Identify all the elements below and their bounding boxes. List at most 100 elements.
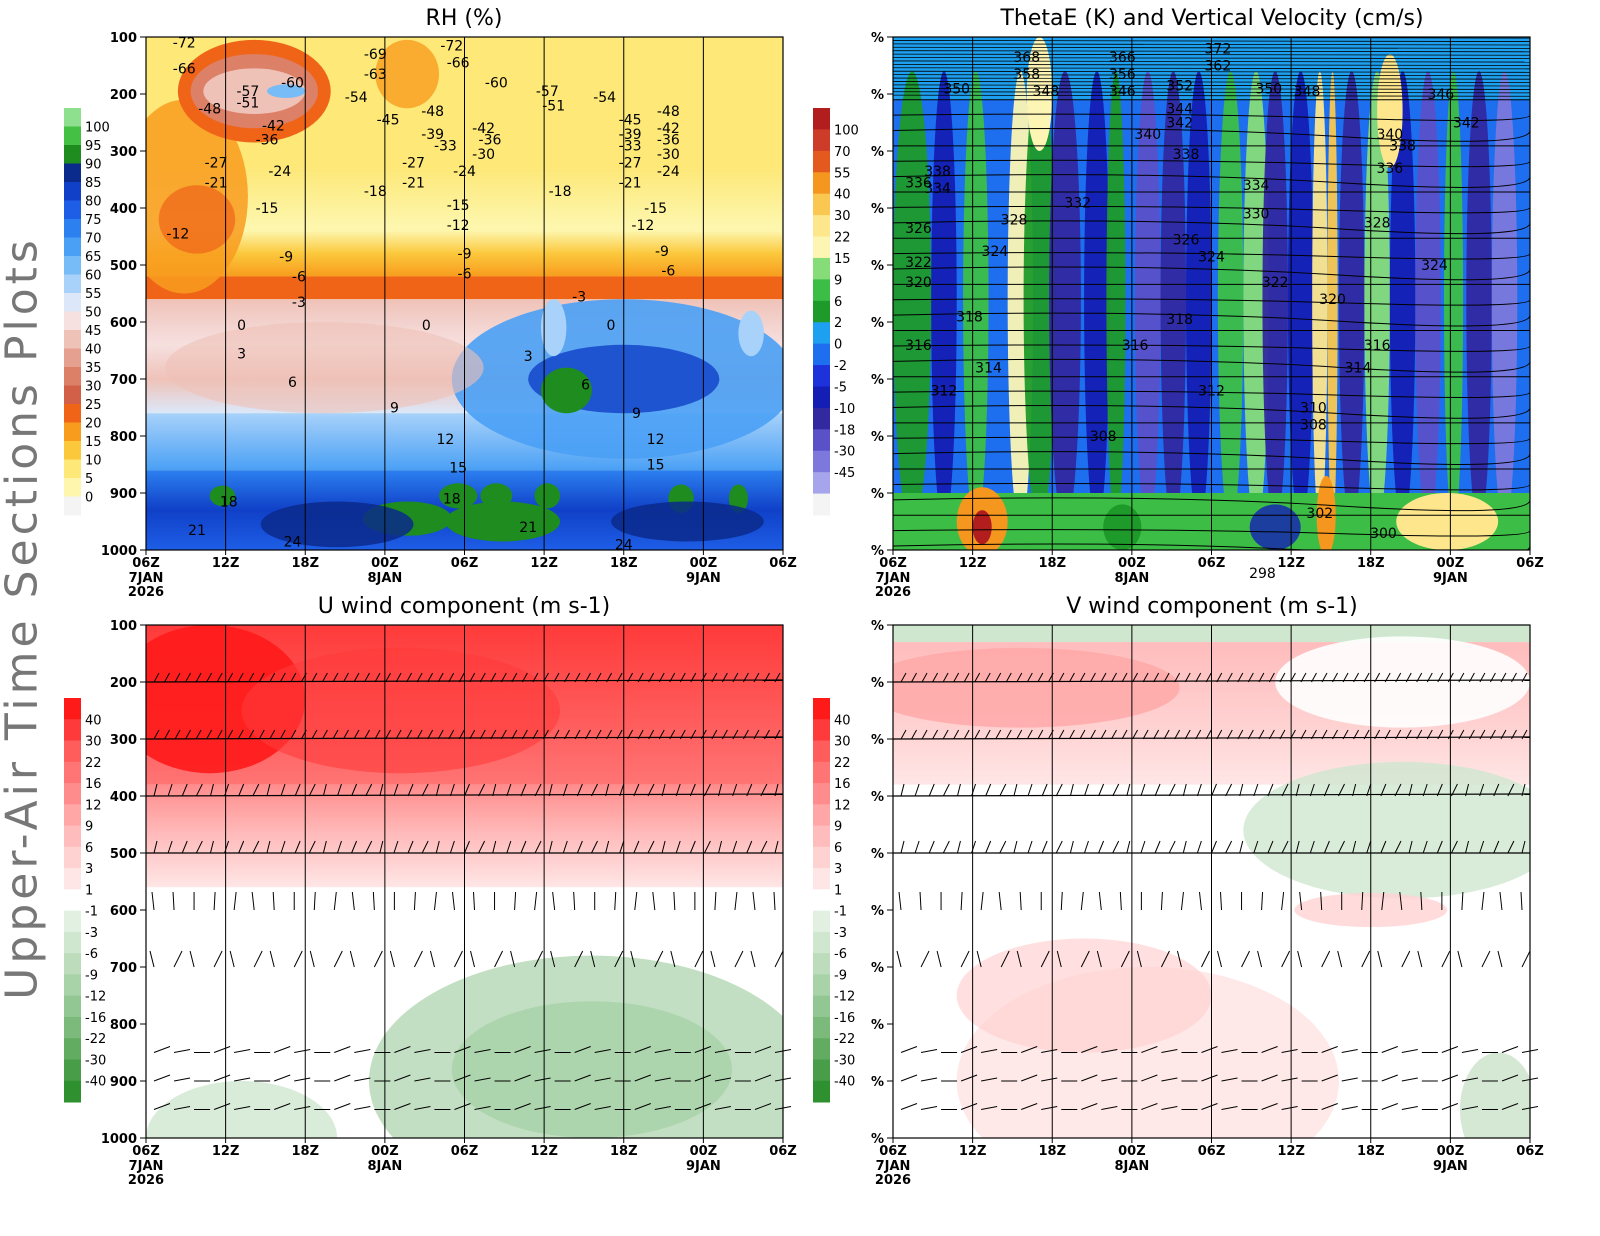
wind-barb bbox=[1258, 729, 1265, 740]
wind-barb bbox=[932, 729, 939, 740]
colorbar-label: 75 bbox=[85, 213, 102, 228]
x-date-label: 2026 bbox=[128, 585, 164, 600]
contour-label: 320 bbox=[905, 275, 932, 291]
wind-barb bbox=[734, 950, 744, 968]
contour-label: 330 bbox=[1243, 207, 1270, 223]
contour-label: 340 bbox=[1376, 127, 1403, 143]
wind-barb bbox=[594, 1049, 611, 1053]
wind-barb bbox=[1281, 1077, 1298, 1082]
wind-barb bbox=[995, 672, 1002, 683]
x-tick-label: 06Z bbox=[1516, 556, 1544, 571]
wind-barb bbox=[514, 1074, 531, 1082]
te-red-core bbox=[972, 510, 992, 545]
wind-barb bbox=[413, 891, 416, 911]
wind-barb bbox=[654, 1049, 671, 1053]
y-tick-label: 800 bbox=[110, 1018, 137, 1033]
colorbar-swatch bbox=[64, 698, 81, 720]
wind-barb bbox=[1081, 1074, 1098, 1082]
wind-barb bbox=[774, 672, 781, 683]
wind-barb bbox=[153, 840, 158, 854]
wind-barb bbox=[764, 672, 770, 683]
wind-barb bbox=[164, 729, 170, 740]
wind-barb bbox=[1479, 672, 1486, 683]
rh-red-tongue bbox=[158, 185, 236, 254]
contour-label: -51 bbox=[542, 98, 565, 114]
wind-barb bbox=[1090, 672, 1096, 683]
contour-label: 366 bbox=[1109, 50, 1136, 66]
wind-barb bbox=[437, 672, 444, 683]
wind-barb bbox=[272, 891, 275, 911]
wind-barb bbox=[1395, 729, 1402, 740]
wind-barb bbox=[374, 729, 381, 740]
contour-label: 0 bbox=[422, 318, 431, 334]
wind-barb bbox=[1096, 950, 1102, 968]
wind-barb bbox=[999, 783, 1007, 797]
wind-barb bbox=[1027, 840, 1033, 854]
wind-barb bbox=[364, 672, 370, 683]
wind-barb bbox=[334, 1046, 351, 1053]
contour-label: 3 bbox=[237, 346, 246, 362]
wind-barb-staff-row bbox=[892, 736, 1531, 740]
colorbar-label: 10 bbox=[85, 454, 102, 469]
wind-barb bbox=[406, 729, 413, 740]
wind-barb bbox=[435, 783, 440, 797]
y-tick-label: 300 bbox=[110, 145, 137, 160]
wind-barb bbox=[269, 672, 276, 683]
wind-barb bbox=[721, 672, 728, 683]
wind-barb bbox=[694, 1074, 712, 1082]
wind-barb bbox=[149, 950, 155, 968]
wind-barb bbox=[172, 891, 175, 911]
wind-barb bbox=[393, 840, 399, 854]
wind-barb bbox=[354, 1049, 371, 1053]
x-tick-label: 06Z bbox=[1198, 556, 1226, 571]
contour-label: 300 bbox=[1370, 526, 1397, 542]
wind-barb bbox=[1321, 672, 1328, 683]
wind-barb bbox=[658, 729, 665, 740]
contour-label: 308 bbox=[1300, 418, 1327, 434]
contour-label: -12 bbox=[447, 218, 470, 234]
wind-barb bbox=[1321, 1103, 1338, 1110]
wind-barb bbox=[920, 950, 930, 968]
contour-label: 312 bbox=[931, 383, 958, 399]
colorbar-swatch bbox=[813, 343, 830, 366]
wind-barb bbox=[998, 891, 1002, 911]
wind-barb bbox=[413, 950, 423, 968]
wind-barb bbox=[711, 729, 718, 740]
wind-barb bbox=[774, 840, 779, 854]
wind-barb bbox=[960, 1074, 978, 1082]
wind-barb bbox=[576, 783, 583, 797]
y-tick-label: % bbox=[871, 1018, 884, 1033]
wind-barb bbox=[173, 1049, 191, 1053]
wind-barb bbox=[1297, 950, 1303, 968]
colorbar-swatch bbox=[64, 145, 81, 164]
wind-barb bbox=[648, 672, 655, 683]
wind-barb bbox=[976, 950, 982, 968]
wind-barb bbox=[520, 840, 527, 854]
colorbar-swatch bbox=[813, 1038, 830, 1060]
wind-barb bbox=[634, 1074, 651, 1082]
wind-barb bbox=[1426, 672, 1433, 683]
wind-barb bbox=[1241, 950, 1250, 968]
x-tick-label: 12Z bbox=[530, 556, 558, 571]
wind-barb bbox=[1489, 729, 1496, 740]
contour-label: 328 bbox=[1001, 212, 1028, 228]
contour-label: 350 bbox=[943, 81, 970, 97]
colorbar-swatch bbox=[813, 450, 830, 473]
wind-barb bbox=[1220, 891, 1223, 911]
wind-barb bbox=[1441, 1046, 1459, 1053]
y-tick-label: 900 bbox=[110, 487, 137, 502]
wind-barb bbox=[652, 891, 656, 911]
wind-barb bbox=[995, 729, 1002, 740]
wind-barb bbox=[932, 672, 939, 683]
wind-barb bbox=[274, 1046, 291, 1053]
wind-barb bbox=[911, 729, 917, 740]
wind-barb bbox=[1257, 950, 1263, 968]
wind-barb bbox=[694, 950, 704, 968]
wind-barb bbox=[1261, 1074, 1278, 1082]
contour-label: -66 bbox=[447, 56, 470, 72]
wind-barb bbox=[694, 1103, 712, 1110]
wind-barb bbox=[1300, 729, 1307, 740]
x-tick-label: 12Z bbox=[959, 1144, 987, 1159]
x-tick-label: 00Z bbox=[371, 1144, 399, 1159]
wind-barb bbox=[1352, 840, 1357, 854]
